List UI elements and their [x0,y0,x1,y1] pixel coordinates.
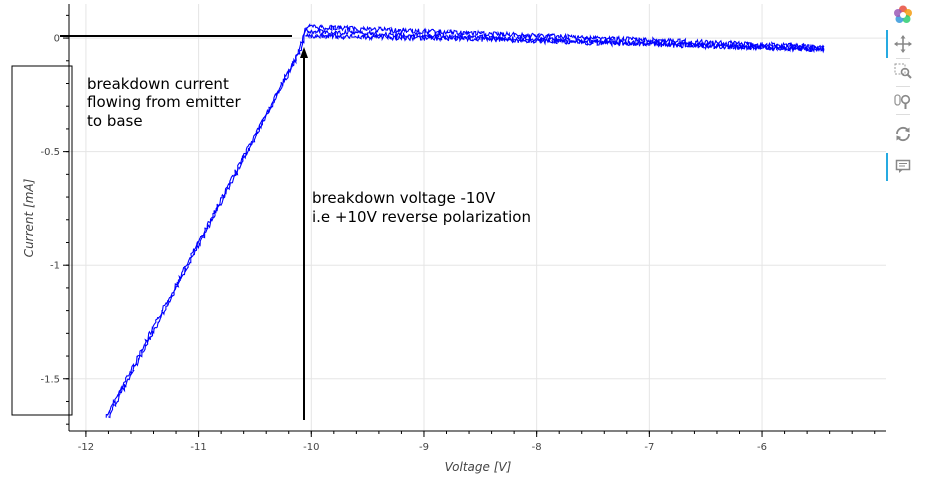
y-tick-label: 0 [54,34,60,45]
grid-lines [69,4,886,431]
axes [68,4,886,432]
y-axis-label: Current [mA] [22,178,36,257]
y-ticks: 0 -0.5 -1 -1.5 [40,14,69,425]
annotation-voltage-line-1: breakdown voltage -10V [312,189,496,207]
x-tick-label: -7 [644,442,654,453]
reset-icon[interactable] [892,123,914,145]
x-tick-label: -6 [757,442,767,453]
annotation-current-line-1: breakdown current [87,75,229,93]
pan-active-indicator [886,30,888,58]
x-tick-label: -11 [190,442,206,453]
toolbar-separator [896,58,910,59]
series-trace [108,27,825,419]
toolbar-separator [896,86,910,87]
series-trace [304,32,825,53]
box-zoom-icon[interactable] [892,61,914,83]
series-group [105,22,825,419]
toolbar [886,4,916,194]
annotations: breakdown current flowing from emitter t… [11,35,531,420]
toolbar-separator [896,114,910,115]
x-tick-label: -12 [78,442,94,453]
x-tick-label: -9 [419,442,429,453]
x-axis-label: Voltage [V] [445,460,512,474]
hover-icon[interactable] [892,156,914,178]
x-tick-label: -10 [303,442,319,453]
x-tick-label: -8 [532,442,542,453]
wheel-zoom-icon[interactable] [892,90,914,112]
bokeh-logo-icon[interactable] [892,4,914,26]
pan-icon[interactable] [892,33,914,55]
x-ticks: -12 -11 -10 -9 -8 -7 -6 [78,431,876,453]
annotation-current-line-3: to base [87,112,143,130]
y-tick-label: -0.5 [40,147,60,158]
annotation-voltage-line-2: i.e +10V reverse polarization [312,208,531,226]
hover-active-indicator [886,153,888,181]
y-tick-label: -1.5 [40,374,60,385]
annotation-box [11,65,73,416]
arrow-head [300,47,308,58]
annotation-current-line-2: flowing from emitter [87,93,242,111]
y-tick-label: -1 [50,261,60,272]
